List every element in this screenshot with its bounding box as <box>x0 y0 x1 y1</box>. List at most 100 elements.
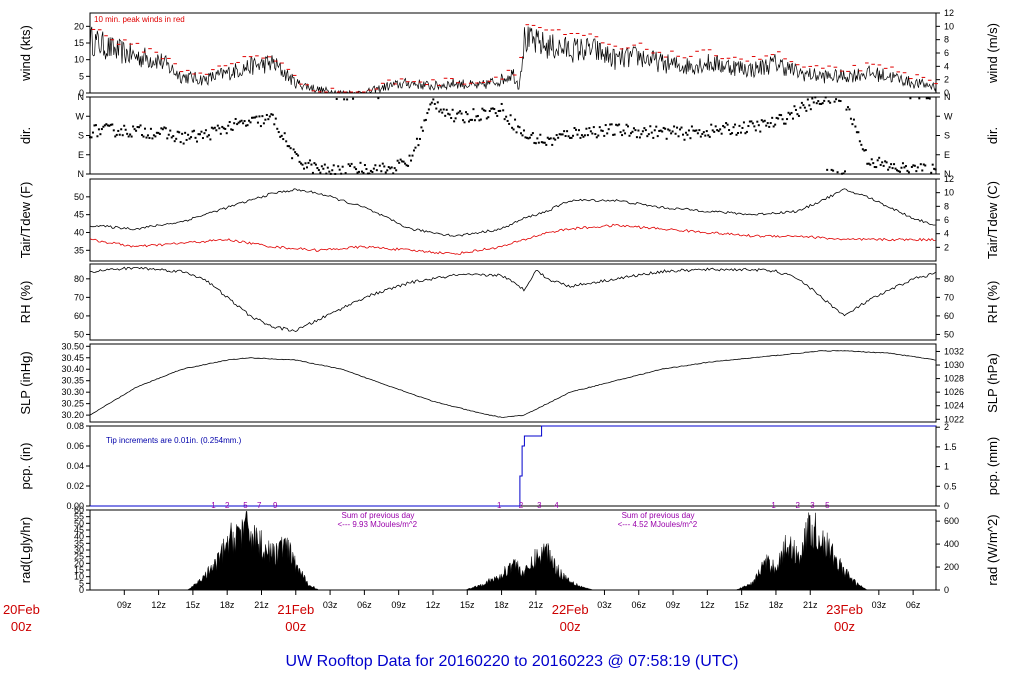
rh-ytick-right-label: 80 <box>944 274 954 284</box>
dir-point <box>316 167 319 170</box>
slp-ytick-label: 30.50 <box>61 341 84 351</box>
dir-point <box>475 115 478 118</box>
dir-point <box>525 136 528 139</box>
dir-point <box>506 119 509 122</box>
pcp-ytick-right-label: 0 <box>944 501 949 511</box>
dir-point <box>261 115 264 118</box>
dir-point <box>304 162 307 165</box>
dir-point <box>833 100 836 103</box>
dir-point <box>884 160 887 163</box>
dir-point <box>835 98 838 101</box>
dir-point <box>334 172 337 175</box>
dir-point <box>791 117 794 120</box>
dir-point <box>925 97 928 100</box>
dir-point <box>227 124 230 127</box>
dir-point <box>157 131 160 134</box>
temp-panel: 35 40 45 50 2 4 6 8 10 12 Tair/Tdew (F) Tair/Tdew (… <box>18 174 1000 262</box>
dir-point <box>412 149 415 152</box>
dir-ytick-right-label: N <box>944 169 951 179</box>
dir-point <box>185 138 188 141</box>
wind-peak-group <box>91 24 938 93</box>
dir-point <box>277 131 280 134</box>
dir-point <box>713 130 716 133</box>
slp-ytick-label: 30.30 <box>61 387 84 397</box>
dir-point <box>664 127 667 130</box>
dir-point <box>564 135 567 138</box>
dir-point <box>823 99 826 102</box>
x-tick-label: 12z <box>151 600 166 610</box>
dir-point <box>725 122 728 125</box>
dir-point <box>265 113 268 116</box>
dir-point <box>915 170 918 173</box>
dir-point <box>512 128 515 131</box>
dir-point <box>890 163 893 166</box>
dir-point <box>567 135 570 138</box>
dir-point <box>344 172 347 175</box>
dir-point <box>268 115 271 118</box>
dir-point <box>240 119 243 122</box>
dir-point <box>618 123 621 126</box>
dir-point <box>836 171 839 174</box>
dir-point <box>583 134 586 137</box>
dir-point <box>100 128 103 131</box>
dir-point <box>803 106 806 109</box>
dir-point <box>212 127 215 130</box>
dir-point <box>447 112 450 115</box>
dir-point <box>300 162 303 165</box>
dir-point <box>906 169 909 172</box>
dir-point <box>812 101 815 104</box>
dir-point <box>204 129 207 132</box>
dir-point <box>283 132 286 135</box>
dir-point <box>806 98 809 101</box>
dir-point <box>732 126 735 129</box>
dir-point <box>445 108 448 111</box>
rad-ylabel-left: rad(Lgly/hr) <box>18 517 33 583</box>
dir-point <box>262 122 265 125</box>
rad-ytick-label: 25 <box>74 552 84 562</box>
slp-ytick-label: 30.25 <box>61 399 84 409</box>
rad-panel: 0510152025303540455055600200400600rad(Lg… <box>18 501 1000 595</box>
dir-point <box>233 122 236 125</box>
dir-point <box>267 118 270 121</box>
dir-point <box>123 124 126 127</box>
dir-point <box>629 132 632 135</box>
dir-point <box>558 133 561 136</box>
dir-point <box>597 134 600 137</box>
dir-point <box>560 133 563 136</box>
dir-point <box>537 141 540 144</box>
dir-ytick-right-label: E <box>944 150 950 160</box>
x-day-label: 23Feb <box>826 602 863 617</box>
slp-ytick-right-label: 1030 <box>944 360 964 370</box>
dir-point <box>650 131 653 134</box>
dir-point <box>682 133 685 136</box>
rad-hour-mark: 1 <box>771 501 776 510</box>
dir-point <box>855 131 858 134</box>
dir-point <box>392 172 395 175</box>
dir-point <box>582 135 585 138</box>
rad-ytick-label: 40 <box>74 532 84 542</box>
dir-point <box>109 123 112 126</box>
dir-point <box>322 167 325 170</box>
dir-point <box>624 132 627 135</box>
dir-ylabel-left: dir. <box>18 127 33 144</box>
dir-point <box>728 129 731 132</box>
dir-point <box>372 167 375 170</box>
rh-ylabel-left: RH (%) <box>18 281 33 324</box>
dir-point <box>488 110 491 113</box>
x-tick-label: 12z <box>426 600 441 610</box>
rad-ytick-label: 0 <box>79 585 84 595</box>
dir-point <box>252 116 255 119</box>
dir-point <box>569 136 572 139</box>
dir-point <box>928 97 931 100</box>
dir-point <box>256 121 259 124</box>
dir-point <box>163 126 166 129</box>
rad-area-day-2 <box>464 543 594 591</box>
rad-sum-label: Sum of previous day <box>342 511 415 520</box>
dir-point <box>719 128 722 131</box>
x-tick-label: 15z <box>460 600 475 610</box>
dir-point <box>130 135 133 138</box>
dir-point <box>505 115 508 118</box>
x-tick-label: 21z <box>803 600 818 610</box>
dir-point <box>744 132 747 135</box>
